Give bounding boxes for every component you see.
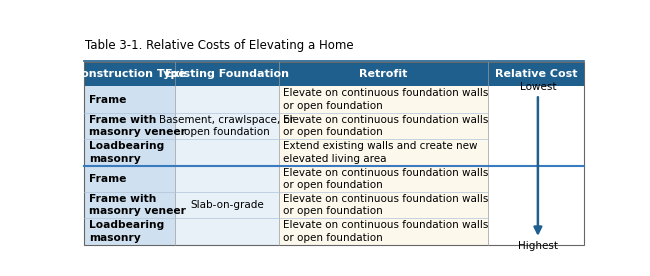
- Bar: [279, 139, 488, 166]
- Text: Extend existing walls and create new
elevated living area: Extend existing walls and create new ele…: [283, 141, 477, 164]
- Text: Existing Foundation: Existing Foundation: [165, 69, 289, 79]
- Bar: [279, 218, 488, 245]
- Bar: [175, 113, 279, 139]
- Text: Loadbearing
masonry: Loadbearing masonry: [89, 141, 164, 164]
- Bar: [84, 86, 175, 113]
- Text: Retrofit: Retrofit: [359, 69, 408, 79]
- Text: Frame with
masonry veneer: Frame with masonry veneer: [89, 194, 186, 216]
- Bar: [84, 113, 175, 139]
- Bar: [84, 62, 175, 86]
- Text: Elevate on continuous foundation walls
or open foundation: Elevate on continuous foundation walls o…: [283, 115, 488, 137]
- Bar: [488, 166, 584, 192]
- Bar: [175, 86, 279, 113]
- Text: Lowest: Lowest: [519, 82, 556, 92]
- Bar: [84, 139, 175, 166]
- Bar: [175, 218, 279, 245]
- Bar: [488, 192, 584, 218]
- Text: Frame: Frame: [89, 95, 126, 105]
- Bar: [488, 86, 584, 113]
- Bar: [279, 113, 488, 139]
- Bar: [84, 62, 584, 245]
- Bar: [84, 166, 175, 192]
- Text: Frame: Frame: [89, 174, 126, 184]
- Text: Slab-on-grade: Slab-on-grade: [190, 200, 264, 210]
- Bar: [279, 192, 488, 218]
- Bar: [488, 139, 584, 166]
- Text: Elevate on continuous foundation walls
or open foundation: Elevate on continuous foundation walls o…: [283, 89, 488, 111]
- Bar: [175, 192, 279, 218]
- Text: Highest: Highest: [518, 241, 558, 251]
- Bar: [84, 218, 175, 245]
- Text: Construction Type: Construction Type: [73, 69, 186, 79]
- Text: Elevate on continuous foundation walls
or open foundation: Elevate on continuous foundation walls o…: [283, 168, 488, 190]
- Text: Loadbearing
masonry: Loadbearing masonry: [89, 220, 164, 243]
- Text: Elevate on continuous foundation walls
or open foundation: Elevate on continuous foundation walls o…: [283, 220, 488, 243]
- Bar: [279, 166, 488, 192]
- Text: Basement, crawlspace, or
open foundation: Basement, crawlspace, or open foundation: [159, 115, 294, 137]
- Bar: [175, 139, 279, 166]
- Bar: [175, 62, 279, 86]
- Bar: [279, 62, 488, 86]
- Bar: [488, 113, 584, 139]
- Bar: [279, 86, 488, 113]
- Text: Table 3-1. Relative Costs of Elevating a Home: Table 3-1. Relative Costs of Elevating a…: [84, 39, 354, 52]
- Bar: [175, 166, 279, 192]
- Text: Elevate on continuous foundation walls
or open foundation: Elevate on continuous foundation walls o…: [283, 194, 488, 216]
- Bar: [488, 62, 584, 86]
- Bar: [84, 192, 175, 218]
- Bar: [488, 218, 584, 245]
- Text: Frame with
masonry veneer: Frame with masonry veneer: [89, 115, 186, 137]
- Text: Relative Cost: Relative Cost: [495, 69, 577, 79]
